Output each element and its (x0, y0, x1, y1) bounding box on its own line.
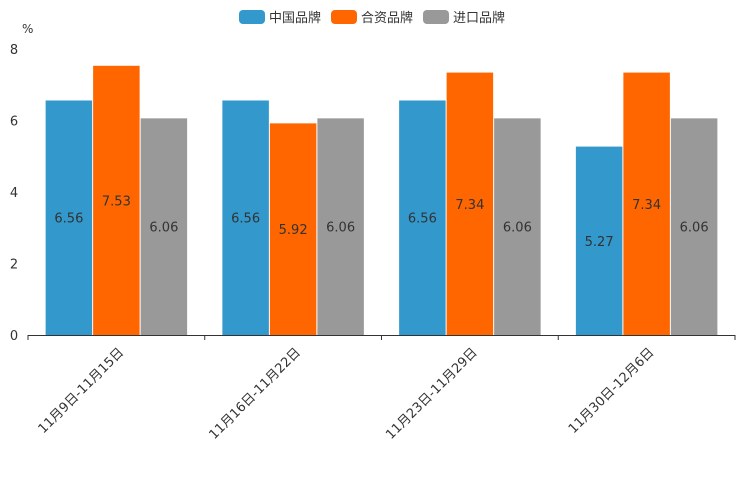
y-tick-label: 8 (10, 43, 18, 58)
bar[interactable] (623, 72, 670, 335)
data-label: 6.56 (408, 212, 437, 227)
x-tick-label: 11月23日-11月29日 (383, 345, 480, 442)
data-label: 6.06 (680, 221, 709, 236)
legend-swatch-joint-venture-brand (330, 9, 357, 24)
bar[interactable] (140, 118, 188, 335)
legend-swatch-import-brand (423, 9, 449, 24)
x-tick-label: 11月9日-11月15日 (36, 345, 128, 437)
legend-label-china-brand: 中国品牌 (268, 11, 321, 26)
data-label: 5.27 (585, 235, 614, 250)
data-label: 6.06 (326, 221, 355, 236)
y-tick-label: 6 (10, 115, 18, 130)
data-label: 6.06 (149, 221, 178, 236)
bar[interactable] (399, 100, 446, 335)
bar[interactable] (317, 118, 364, 335)
y-tick-label: 4 (10, 186, 18, 201)
data-label: 5.92 (279, 223, 308, 238)
data-label: 6.56 (231, 212, 260, 227)
legend-item-joint-venture-brand[interactable]: 合资品牌 (330, 7, 413, 26)
legend-label-import-brand: 进口品牌 (453, 11, 506, 26)
y-tick-label: 2 (10, 258, 18, 273)
legend: 中国品牌 合资品牌 进口品牌 (0, 7, 744, 26)
bar[interactable] (45, 100, 93, 335)
data-label: 7.53 (102, 194, 131, 209)
x-tick-label: 11月16日-11月22日 (206, 345, 303, 442)
data-label: 6.06 (503, 221, 532, 236)
y-tick-label: 0 (10, 329, 18, 344)
bar[interactable] (222, 100, 269, 335)
data-label: 6.56 (54, 212, 83, 227)
legend-item-import-brand[interactable]: 进口品牌 (423, 7, 505, 26)
data-label: 7.34 (632, 198, 661, 213)
data-label: 7.34 (455, 198, 484, 213)
bar[interactable] (269, 123, 317, 335)
legend-label-joint-venture-brand: 合资品牌 (360, 11, 413, 26)
x-tick-label: 11月30日-12月6日 (566, 345, 658, 437)
bar[interactable] (494, 118, 541, 335)
legend-swatch-china-brand (238, 9, 265, 24)
bar[interactable] (670, 118, 718, 335)
bar[interactable] (446, 72, 494, 335)
bar[interactable] (575, 146, 623, 335)
legend-item-china-brand[interactable]: 中国品牌 (238, 7, 321, 26)
y-axis-unit-label: % (22, 22, 34, 36)
bar[interactable] (93, 65, 140, 336)
